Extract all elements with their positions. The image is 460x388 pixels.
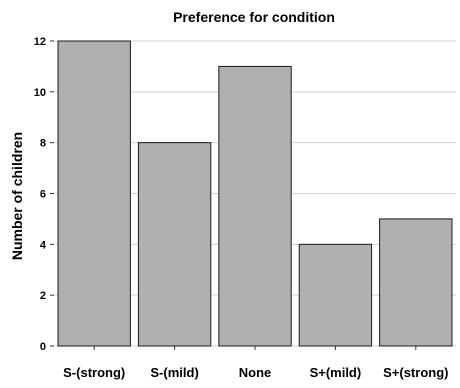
bar-S-(strong) <box>57 40 131 347</box>
bar-S+(strong) <box>379 218 453 347</box>
x-tick-label-S+(strong): S+(strong) <box>383 365 448 380</box>
bar-S+(mild) <box>298 243 373 347</box>
y-axis-ticks: 0 2 4 6 8 10 12 <box>34 36 54 353</box>
bar-S-(mild) <box>137 142 212 347</box>
chart-title: Preference for condition <box>173 9 335 25</box>
x-axis-ticks: S-(strong) S-(mild) None S+(mild) S+(strong) <box>63 346 448 380</box>
y-tick-label-0: 0 <box>40 341 46 353</box>
x-tick-label-S-(mild): S-(mild) <box>150 365 198 380</box>
y-tick-label-12: 12 <box>34 36 46 48</box>
y-tick-label-10: 10 <box>34 87 46 99</box>
y-tick-label-8: 8 <box>40 138 46 150</box>
y-tick-label-6: 6 <box>40 189 46 201</box>
bars <box>57 40 453 347</box>
bar-None <box>218 65 292 347</box>
x-tick-label-None: None <box>239 365 272 380</box>
x-tick-label-S+(mild): S+(mild) <box>310 365 362 380</box>
y-tick-label-2: 2 <box>40 290 46 302</box>
x-tick-label-S-(strong): S-(strong) <box>63 365 125 380</box>
y-tick-label-4: 4 <box>40 239 47 251</box>
y-axis-label: Number of children <box>9 132 25 260</box>
